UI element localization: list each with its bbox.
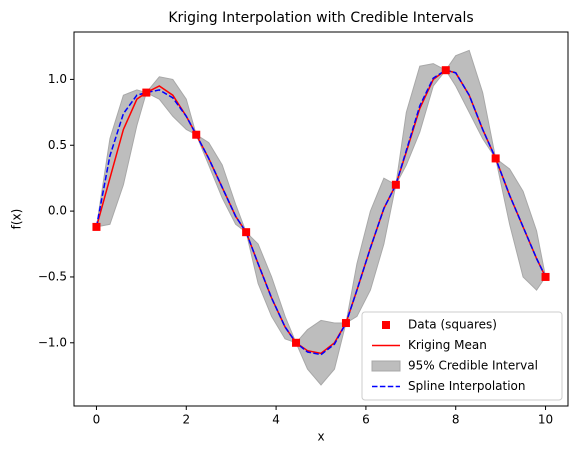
x-axis-label: x <box>317 430 324 444</box>
y-tick-label: −0.5 <box>38 269 67 283</box>
data-point <box>341 319 350 328</box>
x-tick-label: 6 <box>362 413 370 427</box>
data-point <box>441 66 450 75</box>
line <box>95 69 547 356</box>
legend-label: Data (squares) <box>408 318 497 332</box>
y-tick-label: −1.0 <box>38 335 67 349</box>
legend-box <box>361 311 563 401</box>
y-axis-label: f(x) <box>10 209 24 230</box>
x-tick-label: 0 <box>93 413 101 427</box>
legend-label: 95% Credible Interval <box>408 359 538 373</box>
legend-label: Kriging Mean <box>408 338 487 352</box>
data-point <box>92 222 101 231</box>
y-tick-label: 0.0 <box>48 204 67 218</box>
x-tick-label: 2 <box>182 413 190 427</box>
x-tick-label: 10 <box>538 413 553 427</box>
legend-swatch <box>382 321 390 329</box>
data-point <box>192 130 201 139</box>
data-point <box>491 154 500 163</box>
data-point <box>142 88 151 97</box>
data-point <box>292 338 301 347</box>
x-tick-label: 4 <box>272 413 280 427</box>
data-point <box>541 272 550 281</box>
x-tick-label: 8 <box>452 413 460 427</box>
data-point <box>242 228 251 237</box>
legend: Data (squares) Kriging Mean 95% Credible I… <box>361 311 563 401</box>
chart-title: Kriging Interpolation with Credible Inte… <box>168 10 473 26</box>
y-tick-label: 0.5 <box>48 138 67 152</box>
plot-frame <box>73 31 569 407</box>
legend-swatch <box>371 360 401 372</box>
plot-area <box>92 49 550 386</box>
data-point <box>391 180 400 189</box>
y-tick-label: 1.0 <box>48 72 67 86</box>
legend-label: Spline Interpolation <box>408 379 526 393</box>
